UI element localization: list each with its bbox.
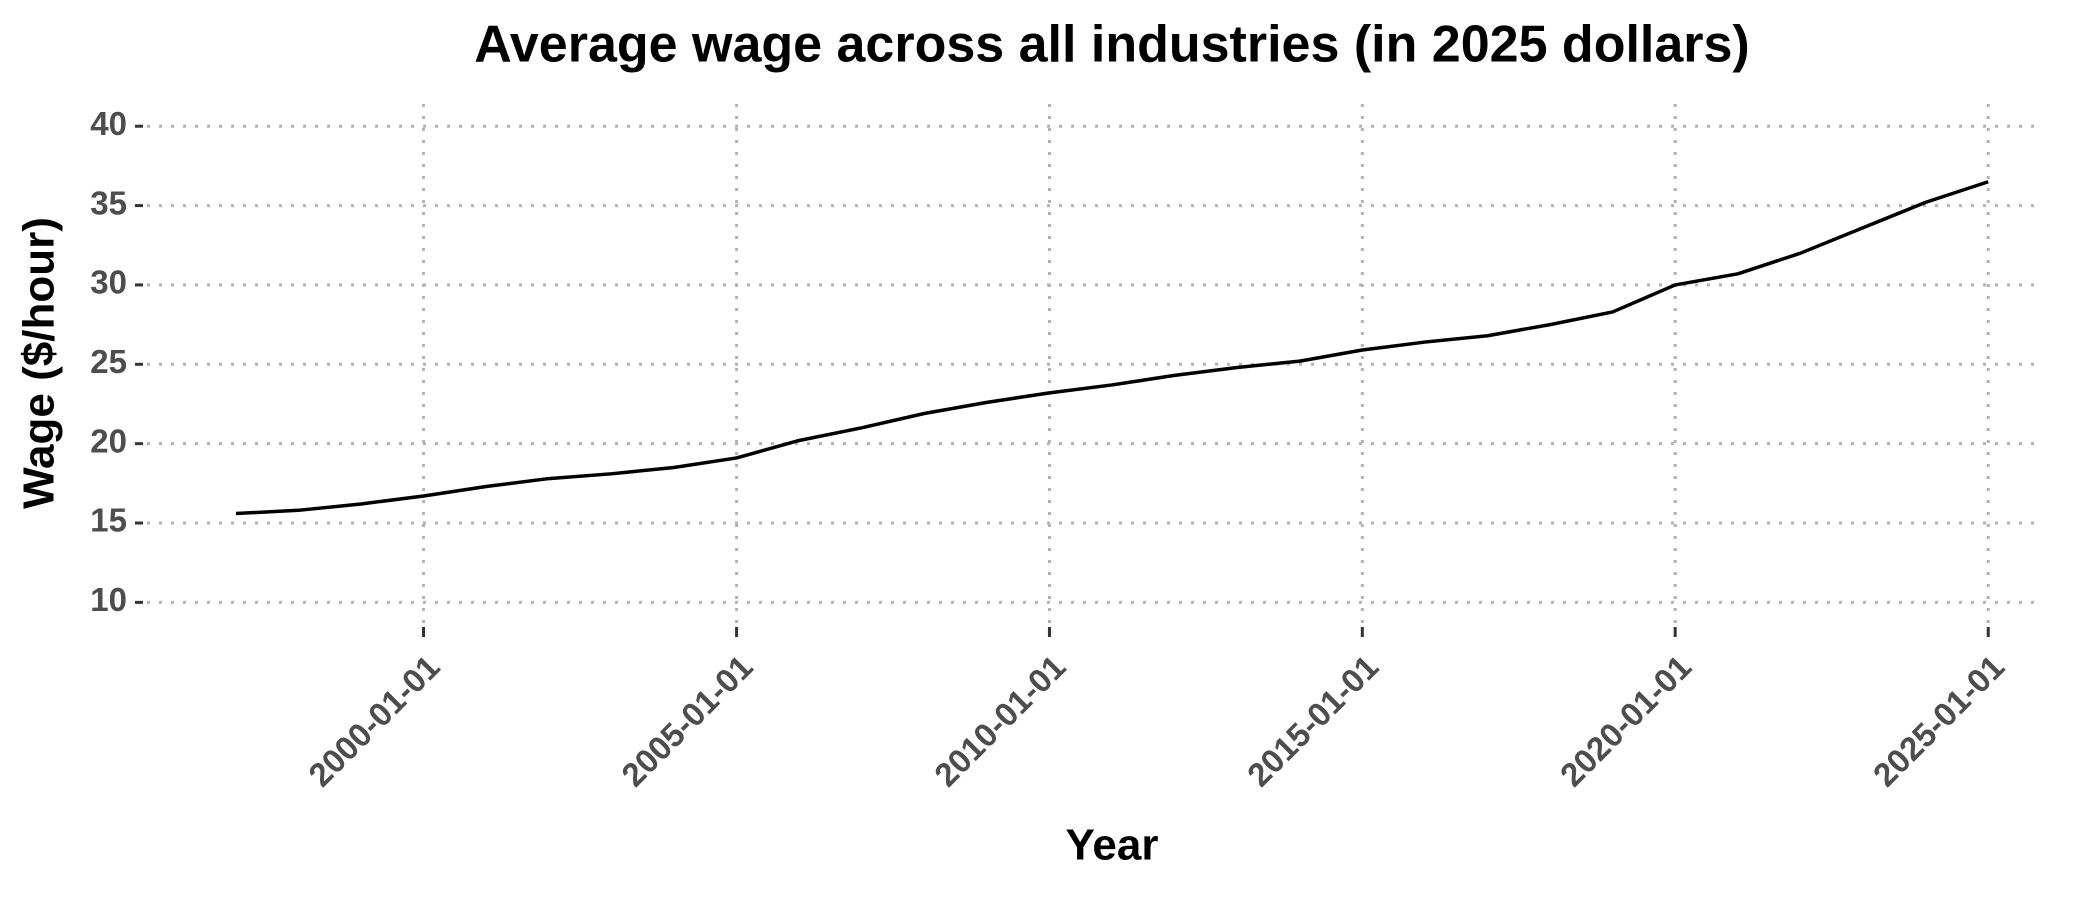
y-tick-label: 35 [90,184,127,221]
x-tick-label: 2000-01-01 [301,648,447,794]
x-tick-label: 2025-01-01 [1866,648,2012,794]
y-tick-label: 10 [90,581,127,618]
y-tick-label: 20 [90,422,127,459]
line [235,180,1989,516]
x-tick-label: 2020-01-01 [1553,648,1699,794]
chart-title: Average wage across all industries (in 2… [474,16,1750,74]
x-tick-label: 2010-01-01 [927,648,1073,794]
x-tick-label: 2005-01-01 [614,648,760,794]
x-tick-label: 2015-01-01 [1240,648,1386,794]
x-axis-label: Year [1066,821,1159,870]
y-tick-label: 15 [90,502,127,539]
y-tick-label: 25 [90,343,127,380]
y-tick-label: 30 [90,264,127,301]
y-tick-label: 40 [90,105,127,142]
y-axis-label: Wage ($/hour) [15,217,64,509]
